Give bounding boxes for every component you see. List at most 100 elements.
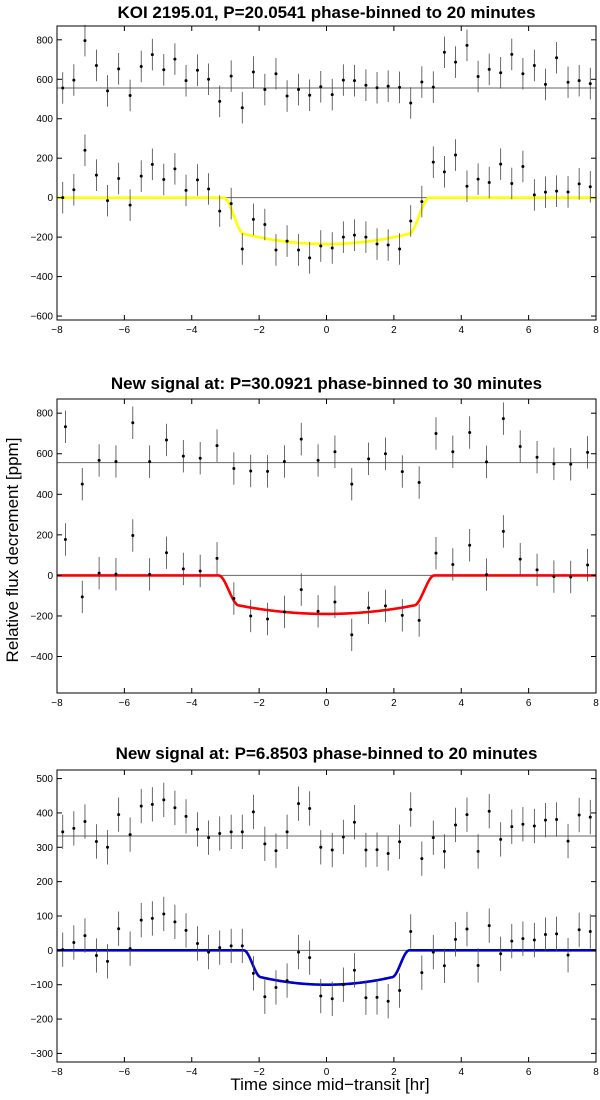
data-point [341,983,345,987]
data-point [451,450,455,454]
data-point [409,219,413,223]
data-point [586,563,590,567]
data-point [114,572,118,576]
data-point [218,832,222,836]
data-point [333,450,337,454]
x-tick-label: −2 [253,325,265,336]
data-point [308,93,312,97]
data-point [586,450,590,454]
data-point [240,247,244,251]
data-point [543,190,547,194]
data-point [341,235,345,239]
data-point [207,950,211,954]
data-point [80,595,84,599]
data-point [510,939,514,943]
data-point [386,243,390,247]
data-point [521,72,525,76]
transit-model-curve [57,949,596,987]
data-point [72,940,76,944]
data-point [499,71,503,75]
y-tick-label: 500 [36,774,53,785]
data-point [487,67,491,71]
data-point [285,979,289,983]
data-point [420,971,424,975]
data-point [181,567,185,571]
data-point [487,180,491,184]
data-point [454,823,458,827]
data-point [330,848,334,852]
data-point [543,933,547,937]
data-point [398,840,402,844]
data-point [364,848,368,852]
data-point [420,857,424,861]
data-point [184,814,188,818]
data-point [274,248,278,252]
data-point [184,79,188,83]
data-point [552,462,556,466]
panel-2: New signal at: P=30.0921 phase-binned to… [30,374,599,709]
data-point [518,557,522,561]
x-tick-label: −8 [51,1067,63,1078]
data-point [282,610,286,614]
data-point [588,929,592,933]
data-point [431,836,435,840]
data-point [555,817,559,821]
data-point [173,57,177,61]
transit-model-curve [57,574,596,616]
data-point [114,459,118,463]
y-tick-label: 0 [47,571,53,582]
data-point [465,43,469,47]
data-point [566,839,570,843]
data-point [468,430,472,434]
data-point [215,556,219,560]
data-point [521,164,525,168]
x-tick-label: 0 [324,1067,330,1078]
data-point [263,842,267,846]
data-point [518,444,522,448]
data-point [83,148,87,152]
transit-model-curve [57,196,596,246]
y-tick-label: −200 [30,1015,53,1026]
data-point [319,994,323,998]
data-point [94,63,98,67]
data-point [431,160,435,164]
data-point [566,190,570,194]
data-point [532,938,536,942]
data-point [465,813,469,817]
data-point [181,454,185,458]
axes-frame [56,769,597,1063]
data-point [285,830,289,834]
data-point [569,575,573,579]
y-tick-label: 800 [36,35,53,46]
data-point [454,937,458,941]
data-point [476,963,480,967]
data-point [251,70,255,74]
data-point [150,162,154,166]
data-point [319,85,323,89]
data-point [117,67,121,71]
panel-3: New signal at: P=6.8503 phase-binned to … [30,744,599,1078]
data-point [251,971,255,975]
data-point [72,826,76,830]
data-point [352,820,356,824]
data-point [274,849,278,853]
data-point [510,52,514,56]
data-point [297,248,301,252]
y-tick-label: 0 [47,946,53,957]
data-point [106,845,110,849]
data-point [350,633,354,637]
y-tick-label: 400 [36,114,53,125]
data-point [434,551,438,555]
data-point [577,928,581,932]
y-tick-label: 400 [36,490,53,501]
data-point [150,53,154,57]
data-point [398,85,402,89]
data-point [106,959,110,963]
data-point [333,600,337,604]
chart-title: New signal at: P=6.8503 phase-binned to … [116,744,538,763]
data-point [128,947,132,951]
data-point [468,543,472,547]
data-point [319,244,323,248]
data-point [465,927,469,931]
x-tick-label: 4 [458,325,464,336]
